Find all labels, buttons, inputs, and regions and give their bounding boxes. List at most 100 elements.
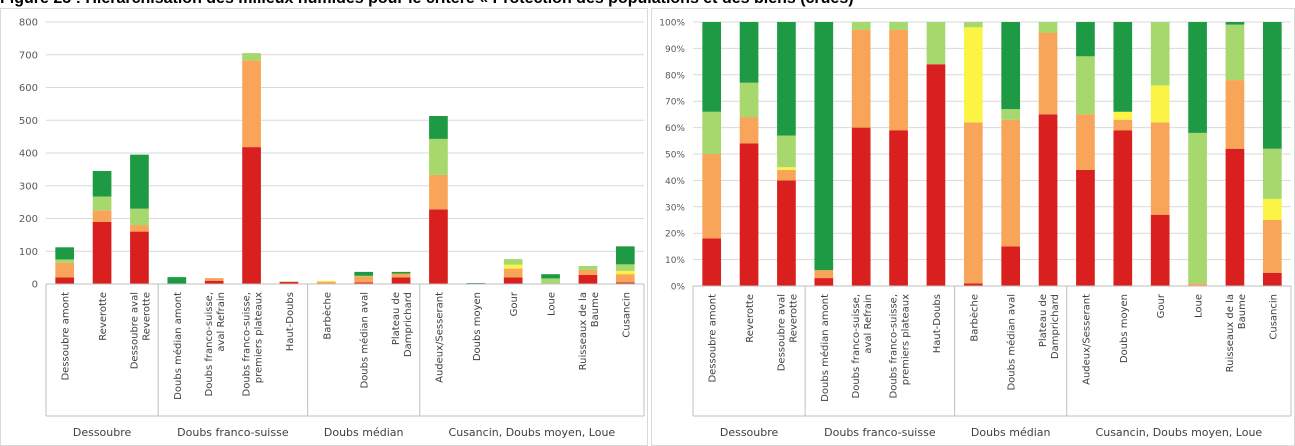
bar-segment	[1038, 114, 1058, 287]
y-tick-label: 300	[19, 181, 38, 192]
bar-segment	[963, 122, 983, 284]
bar-segment	[167, 277, 187, 284]
category-label: Doubs médian amont	[819, 294, 831, 402]
bar-segment	[92, 196, 112, 211]
category-label: Doubs moyen	[472, 292, 483, 361]
y-tick-label: 700	[19, 50, 38, 61]
category-label: Audeux/Sesserant	[434, 292, 445, 383]
bar-segment	[130, 225, 149, 232]
category-label-line: Reverotte	[141, 292, 152, 341]
bar-segment	[1001, 246, 1021, 286]
bar-segment	[429, 115, 448, 139]
bar-segment	[1262, 22, 1282, 149]
category-label: Doubs franco-suisse,premiers plateaux	[889, 294, 912, 399]
bar-segment	[503, 268, 523, 278]
category-label-line: Reverotte	[788, 294, 799, 343]
bar-segment	[391, 277, 411, 284]
bar-segment	[503, 259, 523, 265]
y-tick-label: 500	[19, 116, 38, 127]
bar-segment	[1076, 56, 1095, 115]
category-label: Dessoubre avalReverotte	[129, 292, 152, 369]
bar-segment	[1038, 22, 1058, 33]
bar-segment	[316, 280, 336, 282]
bar-segment	[1262, 148, 1282, 199]
category-label-line: Damprichard	[403, 292, 414, 357]
bar-segment	[1001, 119, 1021, 247]
bar-segment	[702, 22, 722, 112]
category-label: Reverotte	[745, 294, 756, 343]
category-label-line: Damprichard	[1050, 294, 1061, 359]
bar-segment	[1076, 22, 1095, 57]
category-label-line: Plateau de	[391, 292, 402, 345]
bar-segment	[777, 135, 796, 168]
category-label-line: Doubs franco-suisse,	[851, 294, 862, 398]
bar-segment	[851, 127, 871, 286]
bar-segment	[1188, 132, 1207, 284]
bar-segment	[889, 29, 908, 131]
category-label: Gour	[1156, 293, 1167, 318]
bar-segment	[1001, 22, 1021, 110]
bar-segment	[578, 265, 598, 270]
bar-segment	[1262, 220, 1282, 273]
category-label: Ruisseaux de laBaume	[578, 292, 601, 370]
bar-segment	[702, 238, 722, 286]
bar-segment	[889, 22, 908, 30]
bar-segment	[130, 231, 149, 284]
group-label: Doubs franco-suisse	[177, 426, 289, 439]
category-label-line: aval Refrain	[863, 294, 874, 354]
category-label-line: Ruisseaux de la	[1225, 294, 1236, 372]
category-label: Cusancin	[621, 292, 632, 338]
bar-segment	[242, 147, 261, 284]
bar-segment	[1001, 109, 1021, 120]
bar-segment	[541, 278, 560, 284]
y-tick-label: 30%	[665, 203, 685, 213]
category-label-line: Doubs franco-suisse,	[889, 294, 900, 398]
bar-segment	[1150, 22, 1170, 86]
bar-segment	[851, 29, 871, 128]
bar-segment	[615, 264, 635, 271]
bar-segment	[963, 283, 983, 286]
bar-segment	[889, 130, 908, 286]
bar-segment	[391, 273, 411, 278]
category-label: Doubs franco-suisse,aval Refrain	[851, 294, 874, 398]
bar-segment	[1113, 111, 1133, 120]
bar-segment	[1262, 272, 1282, 286]
bar-segment	[615, 282, 635, 284]
bar-segment	[429, 209, 448, 284]
bar-segment	[814, 22, 834, 271]
bar-segment	[814, 270, 834, 279]
category-label-line: aval Refrain	[216, 292, 227, 352]
category-label-line: Ruisseaux de la	[578, 292, 589, 370]
category-label: Doubs médian aval	[359, 292, 371, 389]
bar-segment	[739, 143, 759, 286]
bar-segment	[1188, 22, 1207, 133]
bar-segment	[926, 64, 946, 286]
y-tick-label: 60%	[665, 124, 685, 134]
category-label-line: Baume	[590, 292, 601, 327]
bar-segment	[1225, 80, 1245, 149]
category-label: Barbèche	[321, 292, 333, 340]
group-label: Cusancin, Doubs moyen, Loue	[1096, 426, 1263, 439]
category-label: Gour	[509, 291, 520, 316]
group-label: Dessoubre	[720, 426, 779, 439]
bar-segment	[354, 275, 374, 277]
category-label-line: Doubs franco-suisse,	[242, 292, 253, 396]
y-tick-label: 90%	[665, 45, 685, 55]
bar-segment	[739, 82, 759, 118]
bar-segment	[1076, 169, 1095, 286]
category-label: Loue	[1194, 294, 1205, 318]
y-tick-label: 800	[19, 18, 38, 29]
y-tick-label: 10%	[665, 256, 685, 266]
bar-segment	[130, 208, 149, 226]
bar-segment	[1113, 119, 1133, 131]
category-label: Dessoubre amont	[61, 292, 72, 381]
y-tick-label: 80%	[665, 71, 685, 81]
bar-segment	[739, 22, 759, 83]
group-label: Dessoubre	[73, 426, 132, 439]
category-label: Reverotte	[98, 292, 109, 341]
bar-segment	[354, 282, 374, 284]
category-label-line: premiers plateaux	[901, 294, 912, 385]
category-label: Doubs franco-suisse,aval Refrain	[204, 292, 227, 396]
y-tick-label: 200	[19, 214, 38, 225]
category-label: Haut-Doubs	[932, 294, 943, 353]
